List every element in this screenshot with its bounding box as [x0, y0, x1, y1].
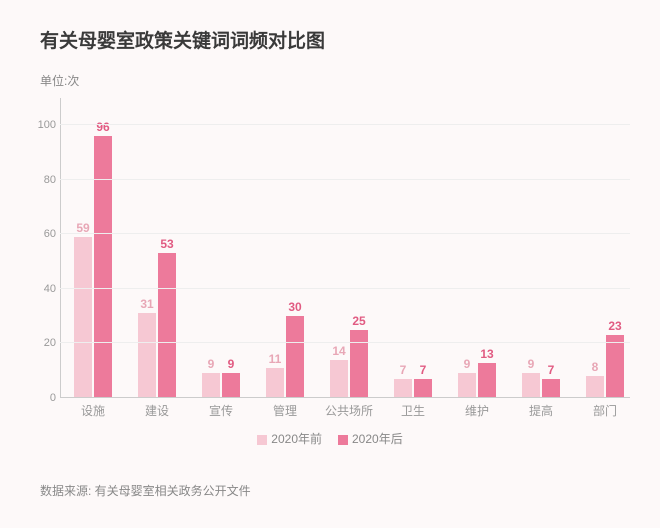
bar-value-label: 7 [420, 363, 427, 379]
bar: 13 [478, 363, 496, 398]
legend: 2020年前 2020年后 [0, 430, 660, 447]
bar-value-label: 9 [228, 357, 235, 373]
bar: 7 [394, 379, 412, 398]
bar-group: 1425 [330, 98, 368, 398]
bar: 11 [266, 368, 284, 398]
chart-title: 有关母婴室政策关键词词频对比图 [40, 26, 325, 53]
data-source: 数据来源: 有关母婴室相关政务公开文件 [40, 482, 251, 499]
bar-value-label: 30 [288, 300, 301, 316]
bar: 25 [350, 330, 368, 398]
x-tick-label: 公共场所 [325, 402, 373, 419]
bar-value-label: 59 [76, 221, 89, 237]
x-tick-label: 提高 [529, 402, 553, 419]
bar-value-label: 9 [208, 357, 215, 373]
bar-value-label: 96 [96, 120, 109, 136]
bar-value-label: 31 [140, 297, 153, 313]
bar-value-label: 7 [548, 363, 555, 379]
x-tick-label: 维护 [465, 402, 489, 419]
legend-item: 2020年前 [257, 430, 322, 447]
gridline [60, 124, 630, 125]
bar-value-label: 7 [400, 363, 407, 379]
x-axis-labels: 设施 建设 宣传 管理 公共场所 卫生 维护 提高 部门 [60, 402, 630, 422]
bar-value-label: 53 [160, 237, 173, 253]
bar-value-label: 14 [332, 344, 345, 360]
y-tick-label: 0 [50, 392, 56, 404]
x-tick-label: 管理 [273, 402, 297, 419]
legend-swatch [257, 435, 267, 445]
bar-group: 823 [586, 98, 624, 398]
legend-label: 2020年前 [271, 432, 322, 446]
bar-group: 1130 [266, 98, 304, 398]
x-tick-label: 部门 [593, 402, 617, 419]
bar: 8 [586, 376, 604, 398]
y-tick-label: 60 [44, 228, 56, 240]
x-tick-label: 建设 [145, 402, 169, 419]
bar-value-label: 9 [528, 357, 535, 373]
bar: 9 [202, 373, 220, 398]
x-axis-line [60, 397, 630, 398]
bar-value-label: 25 [352, 314, 365, 330]
bar-group: 97 [522, 98, 560, 398]
bar: 96 [94, 136, 112, 398]
chart-plot: 020406080100 599631539911301425779139782… [60, 98, 630, 398]
bar: 53 [158, 253, 176, 398]
bar: 9 [222, 373, 240, 398]
gridline [60, 179, 630, 180]
bar: 30 [286, 316, 304, 398]
bar: 7 [542, 379, 560, 398]
legend-label: 2020年后 [352, 432, 403, 446]
unit-label: 单位:次 [40, 72, 79, 89]
gridline [60, 342, 630, 343]
bar-group: 99 [202, 98, 240, 398]
gridline [60, 288, 630, 289]
bar-group: 77 [394, 98, 432, 398]
y-tick-label: 100 [38, 119, 56, 131]
legend-swatch [338, 435, 348, 445]
bar: 59 [74, 237, 92, 398]
bar: 31 [138, 313, 156, 398]
bar-value-label: 8 [592, 360, 599, 376]
gridline [60, 233, 630, 234]
bar-value-label: 9 [464, 357, 471, 373]
bar-value-label: 11 [269, 352, 282, 368]
y-tick-label: 40 [44, 283, 56, 295]
y-tick-label: 20 [44, 337, 56, 349]
x-tick-label: 设施 [81, 402, 105, 419]
bar: 9 [458, 373, 476, 398]
y-axis: 020406080100 [40, 98, 60, 398]
bar-group: 3153 [138, 98, 176, 398]
bar: 7 [414, 379, 432, 398]
legend-item: 2020年后 [338, 430, 403, 447]
bar-value-label: 13 [480, 347, 493, 363]
x-tick-label: 卫生 [401, 402, 425, 419]
bar-group: 913 [458, 98, 496, 398]
bars-area: 5996315399113014257791397823 [60, 98, 630, 398]
bar: 14 [330, 360, 348, 398]
bar-value-label: 23 [608, 319, 621, 335]
x-tick-label: 宣传 [209, 402, 233, 419]
bar: 9 [522, 373, 540, 398]
bar-group: 5996 [74, 98, 112, 398]
y-tick-label: 80 [44, 174, 56, 186]
bar: 23 [606, 335, 624, 398]
